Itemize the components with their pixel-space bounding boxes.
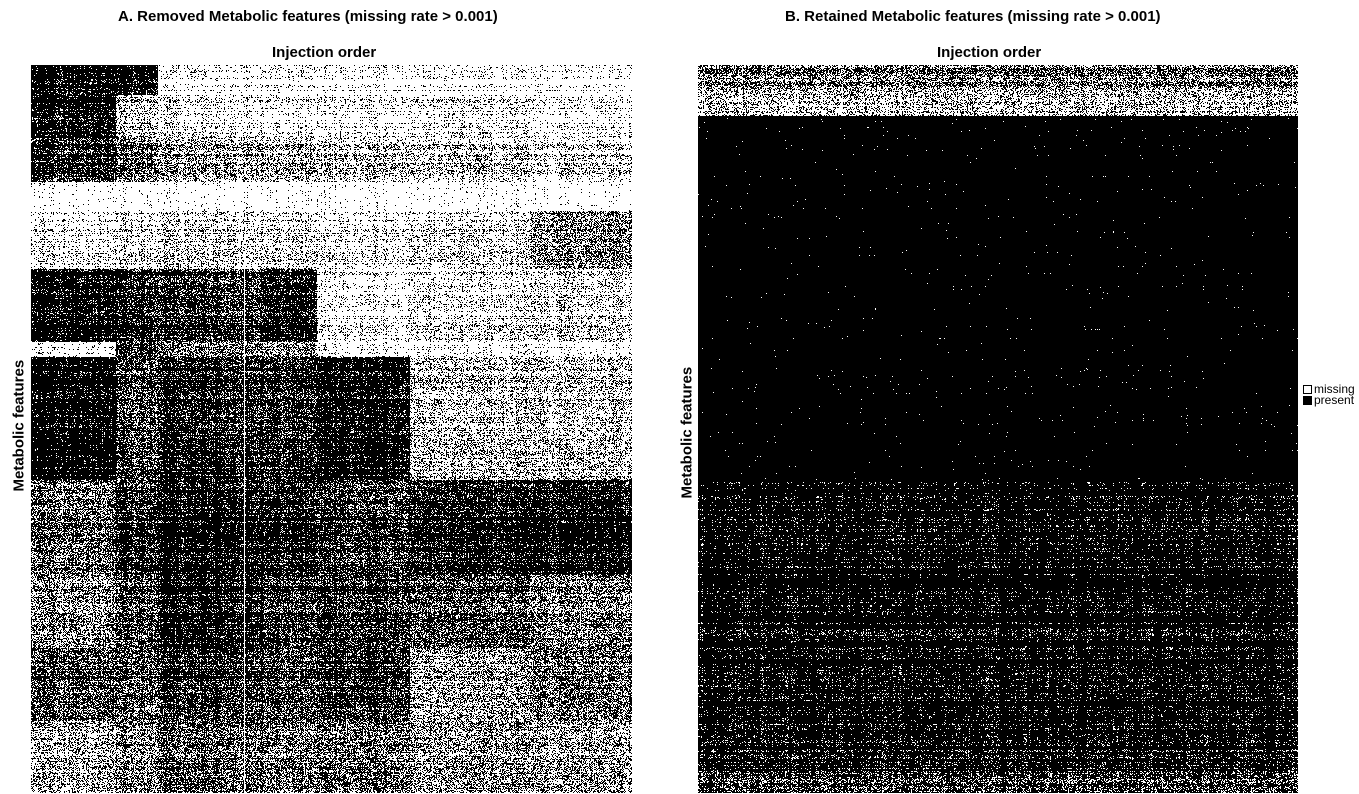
panel-b-y-axis-label: Metabolic features	[678, 366, 696, 499]
panel-a-y-axis-label: Metabolic features	[10, 359, 28, 492]
panel-a-heatmap	[31, 65, 632, 793]
panel-b-title: B. Retained Metabolic features (missing …	[785, 8, 1161, 25]
panel-b-x-axis-label: Injection order	[937, 44, 1042, 61]
legend-item-present: present	[1303, 393, 1355, 407]
legend-item-missing: missing	[1303, 382, 1355, 396]
legend-swatch-missing	[1303, 385, 1312, 394]
legend: missing present	[1303, 382, 1355, 407]
legend-label-present: present	[1314, 393, 1355, 407]
legend-label-missing: missing	[1314, 382, 1355, 396]
panel-b-heatmap	[698, 65, 1298, 793]
panel-a-title: A. Removed Metabolic features (missing r…	[118, 8, 498, 25]
panel-a-x-axis-label: Injection order	[272, 44, 377, 61]
legend-swatch-present	[1303, 396, 1312, 405]
